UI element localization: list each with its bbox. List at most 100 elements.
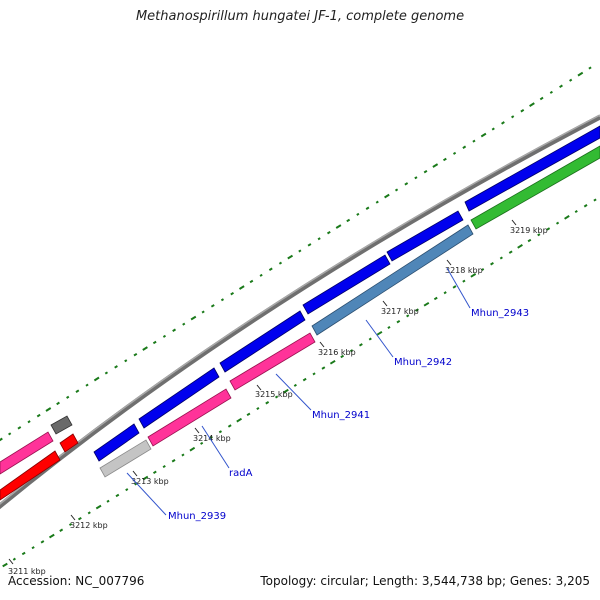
gc-content-tick: [45, 407, 52, 412]
gene-block-forward-1[interactable]: [93, 423, 140, 462]
gc-skew-tick: [537, 233, 541, 237]
gene-block-left-red-1[interactable]: [0, 450, 61, 501]
gc-skew-tick: [358, 343, 363, 347]
gc-skew-tick: [340, 354, 345, 359]
gc-skew-tick: [564, 215, 570, 220]
gc-content-tick: [529, 102, 535, 107]
gene-label-mhun-2941[interactable]: Mhun_2941: [312, 410, 370, 421]
gene-block-forward-4[interactable]: [302, 254, 391, 315]
gene-block-left-red-2[interactable]: [59, 433, 79, 453]
leader-line: [126, 472, 167, 516]
scale-label: 3217 kbp: [381, 307, 419, 316]
gc-skew-tick: [87, 511, 91, 515]
gc-content-tick: [268, 267, 273, 271]
scale-label: 3216 kbp: [318, 348, 356, 357]
gc-content-tick: [452, 151, 457, 155]
gene-block-forward-2[interactable]: [138, 367, 220, 429]
gene-labels: Mhun_2939 radA Mhun_2941 Mhun_2942 Mhun_…: [168, 308, 529, 522]
scale-tick: [382, 300, 388, 307]
gc-skew-tick: [59, 528, 64, 532]
gc-skew-tick: [2, 562, 8, 568]
gene-block-left-magenta[interactable]: [0, 431, 54, 475]
gene-block-mhun-2942[interactable]: [311, 224, 474, 336]
gene-block-mhun-2943[interactable]: [470, 145, 600, 230]
gc-content-tick: [93, 376, 100, 382]
genome-backbone: [0, 114, 600, 510]
gc-content-tick: [365, 206, 370, 210]
gc-skew-tick: [152, 470, 157, 475]
gc-content-tick: [230, 291, 235, 296]
gene-label-rada[interactable]: radA: [229, 468, 253, 479]
gc-skew-tick: [443, 291, 447, 295]
gc-skew-tick: [246, 412, 251, 417]
gc-skew-tick: [508, 250, 513, 254]
gc-skew-tick: [481, 268, 485, 272]
gc-skew-tick: [423, 301, 430, 307]
gc-content-tick: [346, 218, 351, 223]
gc-skew-tick: [499, 256, 503, 260]
scale-tick: [511, 219, 517, 226]
leader-line: [201, 425, 230, 469]
gc-skew-tick: [256, 407, 260, 411]
gc-skew-tick: [48, 533, 55, 539]
gc-content-tick: [501, 121, 505, 125]
gc-content-tick: [356, 212, 360, 216]
gene-label-mhun-2939[interactable]: Mhun_2939: [168, 511, 226, 522]
gc-content-tick: [201, 310, 205, 314]
gc-skew-tick: [40, 540, 45, 544]
gc-skew-tick: [171, 459, 176, 463]
gene-block-forward-3[interactable]: [219, 310, 306, 373]
gc-skew-tick: [31, 546, 35, 550]
gene-block-mhun-2939[interactable]: [99, 439, 152, 478]
gc-skew-tick: [95, 504, 102, 510]
gc-content-tick: [375, 200, 379, 204]
gc-skew-tick: [200, 441, 204, 445]
gc-content-tick: [511, 115, 515, 119]
gc-skew-tick: [283, 388, 289, 394]
map-title: Methanospirillum hungatei JF-1, complete…: [135, 9, 465, 24]
gene-block-forward-5[interactable]: [386, 210, 464, 262]
gene-label-leaders: [126, 267, 471, 516]
gc-content-tick: [142, 346, 148, 351]
gc-skew-tick: [517, 244, 523, 249]
gc-content-track: [0, 66, 592, 442]
leader-line: [275, 373, 312, 411]
gc-content-tick: [287, 254, 294, 260]
gc-content-tick: [404, 182, 409, 186]
gc-skew-tick: [433, 296, 438, 301]
scale-label: 3213 kbp: [131, 477, 169, 486]
gc-content-tick: [152, 340, 157, 345]
gc-skew-tick: [189, 446, 196, 452]
gc-content-tick: [462, 145, 467, 149]
gc-content-tick: [172, 328, 177, 332]
gc-content-tick: [559, 84, 563, 89]
gc-skew-tick: [162, 465, 166, 469]
gc-skew-tick: [227, 424, 232, 428]
gc-skew-tick: [293, 383, 297, 387]
gc-content-tick: [423, 169, 428, 174]
gc-skew-tick: [349, 349, 354, 353]
gene-block-left-dark[interactable]: [50, 415, 73, 435]
gc-content-tick: [27, 420, 31, 424]
gc-content-tick: [491, 127, 495, 131]
gc-content-tick: [210, 304, 215, 308]
gene-label-mhun-2942[interactable]: Mhun_2942: [394, 357, 452, 368]
gc-skew-tick: [593, 198, 597, 202]
gc-skew-tick: [142, 475, 149, 481]
gc-content-tick: [190, 315, 197, 321]
gc-skew-tick: [546, 227, 551, 231]
gene-label-mhun-2943[interactable]: Mhun_2943: [471, 308, 529, 319]
gc-content-tick: [75, 389, 80, 393]
gc-skew-tick: [125, 488, 129, 492]
gc-skew-tick: [527, 238, 532, 243]
gc-skew-tick: [415, 308, 419, 312]
gc-content-tick: [66, 395, 70, 399]
forward-strand-track: [93, 125, 600, 462]
gc-content-tick: [104, 371, 109, 375]
gc-content-tick: [182, 322, 186, 326]
gc-skew-tick: [115, 493, 120, 498]
gc-skew-tick: [106, 499, 110, 503]
gene-block-mhun-2941[interactable]: [229, 332, 316, 391]
gene-block-forward-6[interactable]: [464, 125, 600, 212]
gene-block-rada[interactable]: [147, 388, 232, 447]
